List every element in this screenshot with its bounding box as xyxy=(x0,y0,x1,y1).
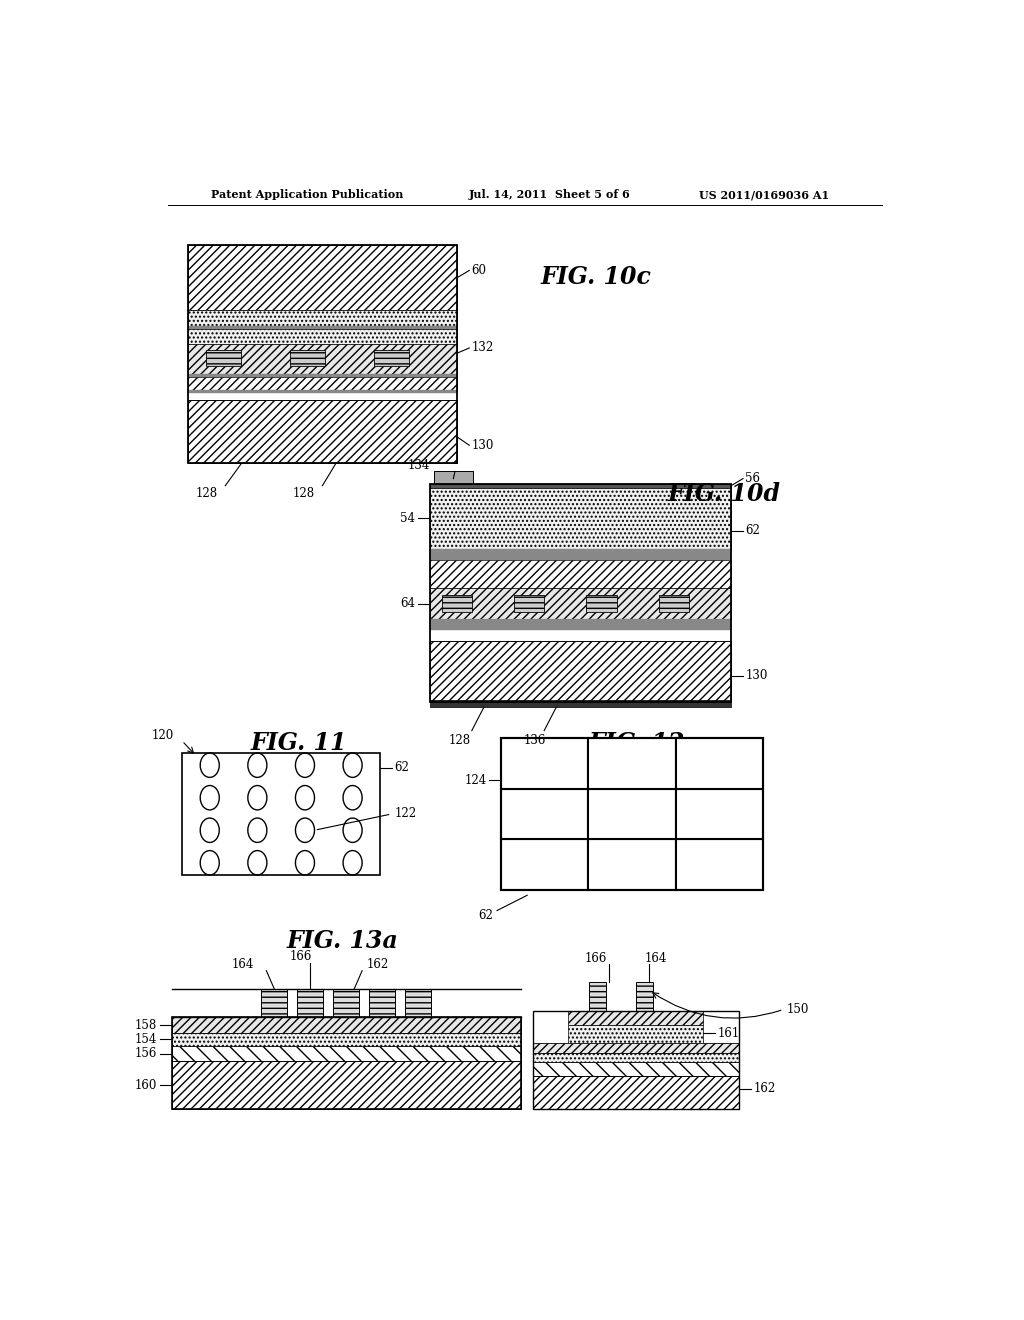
Bar xyxy=(172,1018,521,1109)
Text: 134: 134 xyxy=(408,459,430,471)
Bar xyxy=(430,549,731,560)
Bar xyxy=(676,788,763,840)
Bar xyxy=(658,595,689,612)
Bar xyxy=(441,595,472,612)
Bar xyxy=(187,326,458,329)
Text: FIG. 11: FIG. 11 xyxy=(251,731,347,755)
Bar xyxy=(261,989,288,1018)
Text: 156: 156 xyxy=(135,1047,158,1060)
Bar xyxy=(532,1011,739,1109)
Text: 124: 124 xyxy=(465,774,486,787)
Text: 154: 154 xyxy=(135,1034,158,1045)
Text: FIG. 10d: FIG. 10d xyxy=(668,482,780,506)
Bar xyxy=(501,738,588,788)
Bar xyxy=(187,400,458,463)
Text: 128: 128 xyxy=(196,487,217,500)
Bar xyxy=(187,345,458,374)
Bar xyxy=(430,483,731,702)
Text: 164: 164 xyxy=(231,958,254,972)
Text: 64: 64 xyxy=(400,597,416,610)
Bar xyxy=(172,1045,521,1061)
Bar xyxy=(333,989,359,1018)
Bar xyxy=(588,788,676,840)
Text: 166: 166 xyxy=(585,952,606,965)
Bar xyxy=(187,244,458,463)
Bar xyxy=(187,374,458,378)
Text: 150: 150 xyxy=(786,1003,809,1016)
Text: 62: 62 xyxy=(394,762,410,774)
Bar xyxy=(172,1018,521,1034)
Bar xyxy=(207,350,242,367)
Text: 136: 136 xyxy=(524,734,547,747)
Text: 56: 56 xyxy=(745,473,761,484)
Bar xyxy=(568,1011,703,1026)
Text: 60: 60 xyxy=(472,264,486,277)
Text: Jul. 14, 2011  Sheet 5 of 6: Jul. 14, 2011 Sheet 5 of 6 xyxy=(469,190,631,201)
Text: 164: 164 xyxy=(645,952,668,965)
Bar xyxy=(187,391,458,393)
Text: FIG. 12: FIG. 12 xyxy=(588,731,685,755)
Bar xyxy=(187,244,458,310)
Bar xyxy=(430,642,731,702)
Bar xyxy=(501,738,763,890)
Bar xyxy=(172,1061,521,1109)
Text: 62: 62 xyxy=(745,524,760,537)
Bar xyxy=(587,595,616,612)
Text: 162: 162 xyxy=(367,958,389,972)
Bar xyxy=(430,560,731,589)
Bar xyxy=(430,619,731,630)
Text: 54: 54 xyxy=(400,512,416,525)
Text: FIG. 13a: FIG. 13a xyxy=(287,929,398,953)
Bar xyxy=(430,487,731,549)
Text: 62: 62 xyxy=(478,909,494,923)
Bar xyxy=(568,1026,703,1043)
Bar xyxy=(369,989,395,1018)
Text: FIG. 10c: FIG. 10c xyxy=(541,265,651,289)
Bar xyxy=(532,1052,739,1063)
Bar xyxy=(406,989,431,1018)
Text: 132: 132 xyxy=(472,342,494,355)
Text: 130: 130 xyxy=(745,669,768,682)
Text: 158: 158 xyxy=(135,1019,158,1032)
Bar xyxy=(532,1076,739,1109)
Bar xyxy=(290,350,326,367)
Text: 120: 120 xyxy=(152,729,174,742)
Bar xyxy=(501,840,588,890)
Bar xyxy=(676,840,763,890)
Bar xyxy=(182,752,380,875)
Bar xyxy=(636,982,653,1011)
Bar xyxy=(532,1043,739,1052)
Text: US 2011/0169036 A1: US 2011/0169036 A1 xyxy=(699,190,829,201)
Bar xyxy=(187,329,458,345)
Bar xyxy=(588,840,676,890)
Bar xyxy=(374,350,409,367)
Bar xyxy=(514,595,544,612)
Bar xyxy=(172,1034,521,1045)
Text: 122: 122 xyxy=(394,808,417,821)
Text: 161: 161 xyxy=(718,1027,740,1040)
Text: 162: 162 xyxy=(754,1082,775,1096)
Bar xyxy=(297,989,324,1018)
Text: 166: 166 xyxy=(290,950,312,964)
Bar xyxy=(501,788,588,840)
Bar xyxy=(187,310,458,326)
Bar xyxy=(433,471,473,483)
Text: 128: 128 xyxy=(449,734,471,747)
Text: 130: 130 xyxy=(472,438,494,451)
Bar xyxy=(588,738,676,788)
Bar xyxy=(532,1063,739,1076)
Bar xyxy=(430,483,731,487)
Text: Patent Application Publication: Patent Application Publication xyxy=(211,190,403,201)
Text: 128: 128 xyxy=(293,487,314,500)
Bar xyxy=(187,378,458,391)
Bar xyxy=(676,738,763,788)
Bar xyxy=(430,589,731,619)
Bar xyxy=(430,700,731,708)
Text: 160: 160 xyxy=(135,1078,158,1092)
Bar xyxy=(589,982,606,1011)
